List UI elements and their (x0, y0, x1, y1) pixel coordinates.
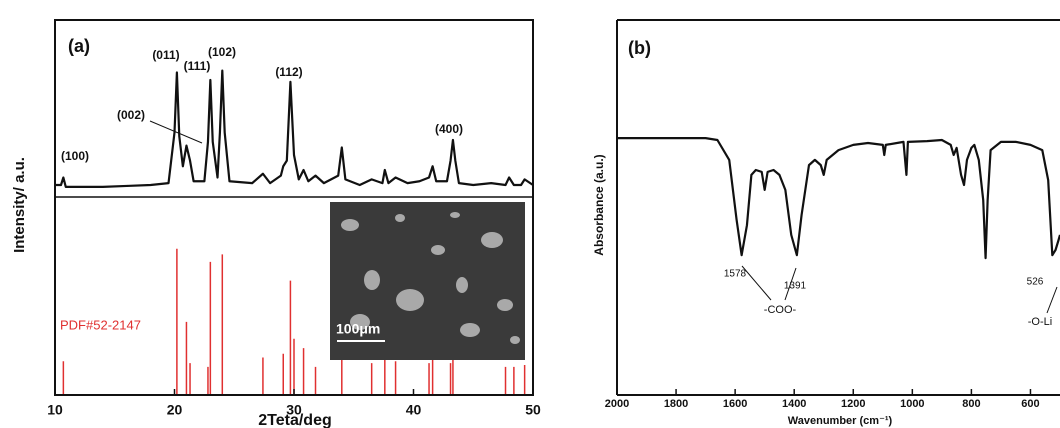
y-axis-label: Intensity/ a.u. (11, 157, 28, 253)
annotation: (102) (208, 45, 236, 59)
x-tick-label: 1400 (782, 398, 806, 410)
x-tick-label: 1800 (664, 398, 688, 410)
x-axis-label: 2Teta/deg (258, 412, 332, 428)
inset-image: 100μm (330, 202, 525, 360)
x-axis-label: Wavenumber (cm⁻¹) (788, 415, 893, 427)
annotation-arrow (741, 265, 772, 301)
x-tick-label: 1600 (723, 398, 747, 410)
x-tick-label: 2000 (605, 398, 629, 410)
annotation-arrow (1046, 286, 1058, 314)
annotation: -O-Li (1028, 316, 1052, 328)
annotation-arrow (784, 267, 797, 301)
annotation: (400) (435, 122, 463, 136)
sem-particles (341, 212, 520, 344)
annotation: (011) (152, 48, 179, 62)
x-tick-label: 800 (962, 398, 980, 410)
x-tick-label: 1200 (841, 398, 865, 410)
annotation: 1391 (784, 281, 807, 292)
legend-label: PDF#52-2147 (60, 317, 141, 332)
x-tick-label: 40 (406, 402, 422, 418)
scale-label: 100μm (336, 321, 380, 337)
annotation: (111) (184, 59, 211, 73)
x-tick-label: 20 (167, 402, 183, 418)
x-tick-label: 10 (47, 402, 63, 418)
annotation: (112) (275, 65, 302, 79)
chart-panel: 2000 1800 1600 1400 1200 1000 800 600 Wavenumber… (592, 19, 1060, 427)
x-tick-label: 1000 (900, 398, 924, 410)
x-tick-label: 50 (525, 402, 541, 418)
annotation: (100) (61, 149, 89, 163)
spectrum-line (55, 69, 534, 188)
plots: 10 20 30 40 50 2Teta/deg Intensity/ a.u. (a) (10… (11, 19, 1060, 428)
annotation: (002) (117, 108, 145, 122)
y-axis-label: Absorbance (a.u.) (592, 154, 606, 255)
x-tick-label: 30 (286, 402, 302, 418)
annotation: -COO- (764, 304, 797, 316)
annotation: (a) (68, 36, 90, 56)
annotation: 1578 (724, 269, 747, 280)
chart-panel: 10 20 30 40 50 2Teta/deg Intensity/ a.u. (a) (10… (11, 19, 541, 428)
annotation: 526 (1027, 277, 1044, 288)
sem-image (330, 202, 525, 360)
annotation-arrow (149, 120, 203, 144)
spectrum-line (617, 137, 1060, 260)
x-tick-label: 600 (1021, 398, 1039, 410)
annotation: (b) (628, 38, 651, 58)
